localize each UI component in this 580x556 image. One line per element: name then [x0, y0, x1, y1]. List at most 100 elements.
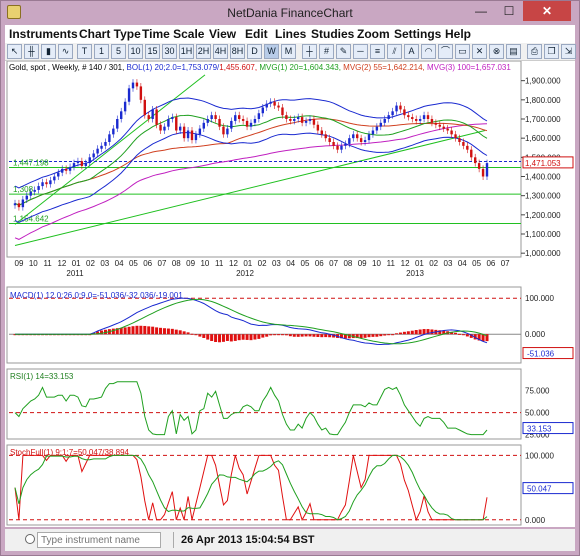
candle-body	[383, 119, 386, 123]
candle-body	[403, 109, 406, 116]
text-icon[interactable]: A	[404, 44, 419, 59]
macd-histogram-bar	[277, 334, 281, 336]
minimize-button[interactable]: —	[475, 4, 487, 18]
copy-icon[interactable]: ❐	[544, 44, 559, 59]
x-tick-label: 07	[329, 259, 338, 268]
macd-histogram-bar	[261, 334, 265, 338]
instrument-search-input[interactable]	[37, 532, 161, 548]
cycle-icon[interactable]: ⌒	[438, 44, 453, 59]
candle-body	[257, 113, 261, 119]
level-label-1308: 1,308	[13, 185, 34, 194]
candle-body	[426, 115, 430, 119]
price-tick-label: 1,700.000	[525, 115, 561, 124]
macd-histogram-bar	[418, 329, 422, 335]
x-tick-label: 02	[429, 259, 438, 268]
chart-canvas[interactable]: Gold, spot , Weekly, # 140 / 301, BOL(1)…	[5, 61, 575, 527]
menu-settings[interactable]: Settings	[394, 27, 442, 41]
candle-body	[356, 134, 359, 139]
arrow-icon[interactable]: ↖	[7, 44, 22, 59]
timescale-8H[interactable]: 8H	[230, 44, 245, 59]
macd-histogram-bar	[469, 334, 473, 338]
macd-line	[15, 297, 488, 346]
menu-chart-type[interactable]: Chart Type	[79, 27, 141, 41]
timescale-4H[interactable]: 4H	[213, 44, 228, 59]
candle-body	[241, 119, 245, 121]
export-icon[interactable]: ⇲	[561, 44, 576, 59]
candle-body	[112, 128, 115, 135]
price-tick-label: 1,600.000	[525, 134, 561, 143]
candle-chart-icon[interactable]: ▮	[41, 44, 56, 59]
chart-area[interactable]: Gold, spot , Weekly, # 140 / 301, BOL(1)…	[5, 61, 575, 527]
macd-histogram-bar	[379, 334, 383, 337]
line-chart-icon[interactable]: ∿	[58, 44, 73, 59]
bollinger-lower	[14, 131, 488, 224]
box-icon[interactable]: ▭	[455, 44, 470, 59]
candle-body	[230, 120, 233, 129]
timescale-1H[interactable]: 1H	[179, 44, 194, 59]
menu-bar: Instruments Chart Type Time Scale View E…	[5, 25, 575, 43]
menu-view[interactable]: View	[209, 27, 237, 41]
macd-histogram-bar	[206, 334, 210, 340]
timescale-M[interactable]: M	[281, 44, 296, 59]
pen-icon[interactable]: ✎	[336, 44, 351, 59]
candle-body	[348, 138, 351, 144]
mvg55-line	[14, 118, 488, 206]
print-icon[interactable]: ⎙	[527, 44, 542, 59]
menu-help[interactable]: Help	[445, 27, 472, 41]
timescale-15[interactable]: 15	[145, 44, 160, 59]
rsi-last-label: 33.153	[527, 425, 552, 434]
close-button[interactable]: ✕	[523, 1, 571, 21]
candle-body	[253, 119, 257, 123]
menu-time-scale[interactable]: Time Scale	[142, 27, 205, 41]
menu-lines[interactable]: Lines	[275, 27, 307, 41]
macd-histogram-bar	[430, 329, 434, 335]
candle-body	[458, 138, 461, 142]
timescale-D[interactable]: D	[247, 44, 262, 59]
macd-histogram-bar	[194, 334, 198, 336]
menu-edit[interactable]: Edit	[245, 27, 268, 41]
candle-body	[37, 186, 40, 190]
crosshair-icon[interactable]: ┼	[302, 44, 317, 59]
settings-icon[interactable]: ▤	[506, 44, 521, 59]
arc-icon[interactable]: ◠	[421, 44, 436, 59]
candle-body	[438, 124, 441, 127]
candle-body	[289, 119, 292, 121]
x-year-label: 2011	[66, 269, 84, 278]
delete-icon[interactable]: ✕	[472, 44, 487, 59]
menu-studies[interactable]: Studies	[311, 27, 355, 41]
x-tick-label: 01	[243, 259, 252, 268]
timescale-T[interactable]: T	[77, 44, 92, 59]
candle-body	[375, 126, 379, 131]
timescale-5[interactable]: 5	[111, 44, 126, 59]
candle-body	[57, 172, 60, 177]
menu-zoom[interactable]: Zoom	[357, 27, 390, 41]
macd-histogram-bar	[332, 334, 336, 338]
candle-body	[430, 119, 434, 123]
candle-body	[92, 153, 95, 158]
remove-all-icon[interactable]: ⊗	[489, 44, 504, 59]
timescale-30[interactable]: 30	[162, 44, 177, 59]
candle-body	[379, 122, 382, 127]
candle-body	[245, 120, 249, 127]
candle-body	[281, 107, 284, 116]
macd-histogram-bar	[371, 334, 375, 337]
macd-histogram-bar	[174, 329, 178, 335]
grid-icon[interactable]: #	[319, 44, 334, 59]
price-tick-label: 1,000.000	[525, 249, 561, 258]
candle-body	[371, 130, 375, 135]
rsi-last-tag	[522, 422, 574, 435]
timescale-1[interactable]: 1	[94, 44, 109, 59]
x-tick-label: 06	[315, 259, 324, 268]
candle-body	[418, 119, 422, 121]
timescale-2H[interactable]: 2H	[196, 44, 211, 59]
maximize-button[interactable]: ☐	[503, 4, 515, 18]
x-tick-label: 08	[172, 259, 181, 268]
timescale-W[interactable]: W	[264, 44, 279, 59]
hline-icon[interactable]: ─	[353, 44, 368, 59]
candle-body	[308, 119, 312, 121]
bar-chart-icon[interactable]: ╫	[24, 44, 39, 59]
channel-icon[interactable]: ⫽	[387, 44, 402, 59]
fib-icon[interactable]: ≡	[370, 44, 385, 59]
timescale-10[interactable]: 10	[128, 44, 143, 59]
menu-instruments[interactable]: Instruments	[9, 27, 78, 41]
